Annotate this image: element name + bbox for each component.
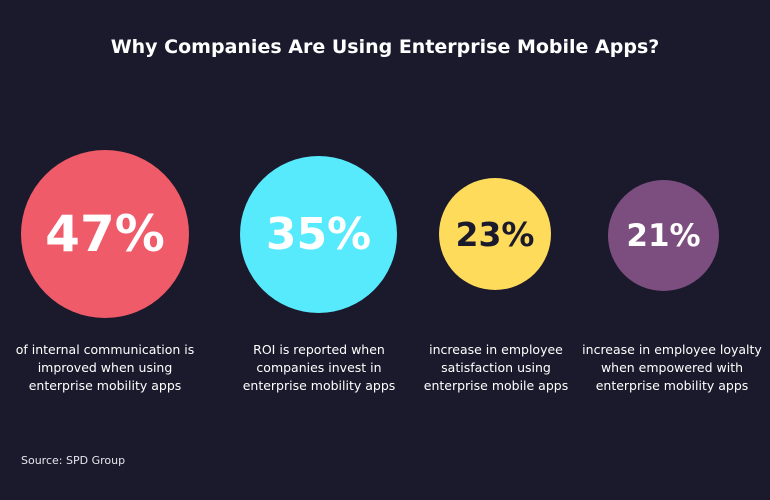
stat-circle-35: 35% <box>240 156 397 313</box>
stat-description: of internal communication is improved wh… <box>15 342 195 393</box>
source-note: Source: SPD Group <box>21 454 126 467</box>
stat-description: increase in employee satisfaction using … <box>423 342 569 393</box>
stat-value: 35% <box>265 209 372 260</box>
stat-value: 21% <box>626 217 701 254</box>
stat-circle-21: 21% <box>608 180 719 291</box>
stat-circle-47: 47% <box>21 150 189 318</box>
stat-value: 47% <box>45 205 165 263</box>
page-title: Why Companies Are Using Enterprise Mobil… <box>110 36 660 58</box>
stat-value: 23% <box>455 214 535 254</box>
stat-circle-23: 23% <box>439 178 551 290</box>
stat-description: increase in employee loyalty when empowe… <box>582 342 762 393</box>
stat-description: ROI is reported when companies invest in… <box>242 342 396 393</box>
